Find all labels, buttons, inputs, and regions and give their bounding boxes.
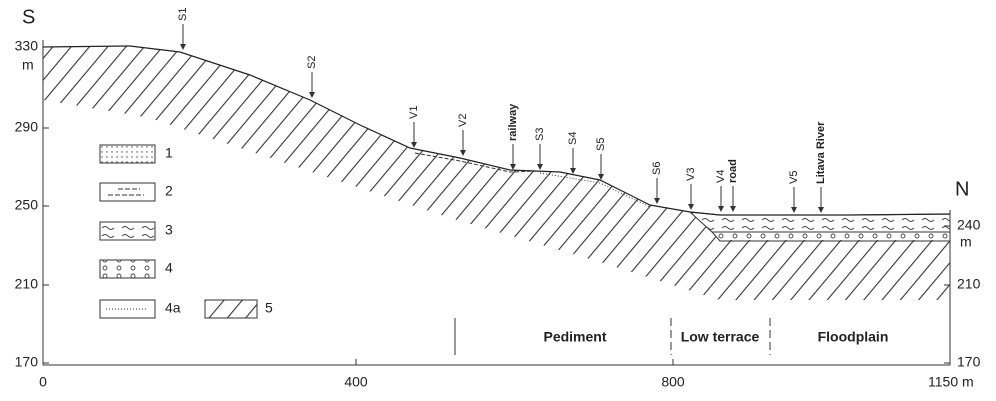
site-arrowhead (510, 164, 516, 170)
site-label: railway (507, 103, 519, 141)
site-label: road (727, 159, 739, 183)
site-arrowhead (411, 142, 417, 148)
legend-label: 4a (165, 300, 181, 316)
x-tick-label: 800 (661, 374, 685, 390)
site-arrowhead (718, 206, 724, 212)
site-label: S5 (595, 138, 607, 151)
legend-label: 1 (165, 145, 173, 161)
site-arrowhead (654, 198, 660, 204)
legend (100, 145, 257, 318)
site-label: V5 (788, 171, 800, 184)
site-arrowhead (730, 206, 736, 212)
site-label: S2 (306, 56, 318, 69)
y-tick-label: 290 (15, 119, 39, 135)
y-unit: m (960, 234, 972, 250)
y-tick-label: 250 (15, 197, 39, 213)
site-label: V4 (715, 170, 727, 183)
site-arrowhead (688, 204, 694, 210)
direction-label: N (955, 178, 969, 200)
site-label: V3 (685, 168, 697, 181)
site-arrowhead (460, 150, 466, 156)
legend-swatch (100, 145, 155, 163)
legend-label: 4 (165, 260, 173, 276)
site-arrowhead (791, 207, 797, 213)
site-label: V1 (408, 106, 420, 119)
site-arrowhead (309, 92, 315, 98)
y-tick-label: 330 (15, 38, 39, 54)
legend-label: 2 (165, 183, 173, 199)
x-tick-label: 0 (39, 374, 47, 390)
y-tick-label: 210 (15, 276, 39, 292)
legend-label: 3 (165, 222, 173, 238)
x-tick-label: 1150 m (928, 374, 974, 390)
site-label: Litava River (815, 121, 827, 184)
direction-label: S (22, 6, 35, 28)
x-tick-label: 400 (344, 374, 368, 390)
zone-label: Floodplain (818, 329, 889, 345)
y-tick-label: 170 (15, 354, 39, 370)
legend-swatch (205, 300, 257, 318)
y-tick-label: 170 (957, 354, 981, 370)
site-label: S6 (651, 162, 663, 175)
cross-section: SN330290250210170m240210170m04008001150 … (0, 0, 996, 401)
zone-label: Pediment (543, 329, 606, 345)
gravel-layer (712, 232, 950, 241)
y-tick-label: 240 (957, 217, 981, 233)
site-arrowhead (598, 174, 604, 180)
legend-swatch (100, 183, 155, 201)
y-tick-label: 210 (957, 276, 981, 292)
site-label: S1 (177, 8, 189, 21)
legend-swatch (100, 260, 155, 278)
legend-swatch (100, 222, 155, 240)
site-arrowhead (818, 207, 824, 213)
legend-label: 5 (265, 300, 273, 316)
site-arrowhead (537, 164, 543, 170)
site-label: S4 (567, 132, 579, 145)
site-arrowhead (570, 168, 576, 174)
zone-label: Low terrace (681, 329, 760, 345)
site-arrowhead (180, 44, 186, 50)
site-label: S3 (534, 128, 546, 141)
site-label: V2 (457, 114, 469, 127)
y-unit: m (22, 57, 34, 73)
